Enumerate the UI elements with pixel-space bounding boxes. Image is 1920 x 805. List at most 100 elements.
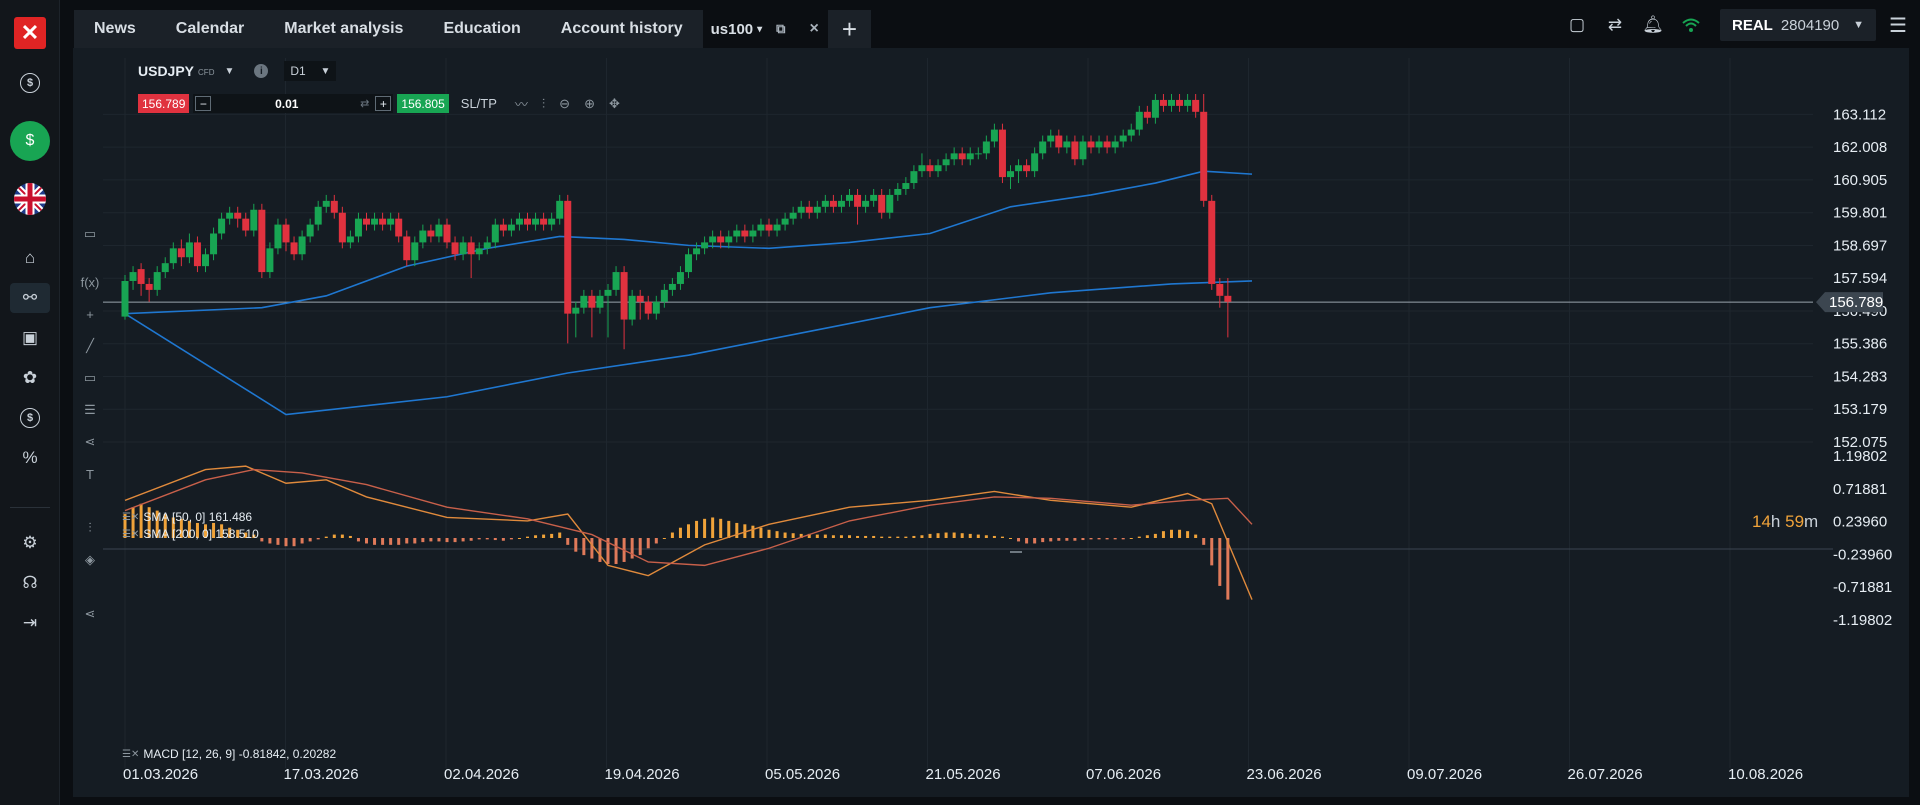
macd-bar (574, 538, 578, 552)
chevron-down-icon[interactable]: ▾ (757, 23, 763, 35)
tab-news[interactable]: News (94, 20, 136, 37)
home-icon[interactable]: ⌂ (24, 248, 36, 267)
uk-flag-icon[interactable] (14, 183, 46, 215)
sma200-label: SMA [200, 0] 158.510 (143, 527, 259, 541)
line-chart-icon[interactable]: 〰 (514, 97, 528, 112)
repeat-icon[interactable]: ⇄ (360, 98, 370, 110)
transfer-icon[interactable]: ⇄ (1607, 15, 1623, 34)
candle (604, 289, 612, 296)
macd-bar (1033, 538, 1037, 544)
macd-bar (1105, 538, 1109, 540)
candlestick-icon[interactable]: ⫶ (541, 95, 546, 111)
close-icon[interactable]: × (809, 20, 819, 37)
x-tick: 09.07.2026 (1407, 766, 1482, 783)
signal-line (124, 468, 1253, 567)
macd-legend[interactable]: ☰✕ MACD [12, 26, 9] -0.81842, 0.20282 (122, 747, 336, 761)
macd-bar (284, 538, 288, 547)
symbol-name[interactable]: USDJPY (138, 63, 195, 79)
macd-bar (662, 538, 666, 539)
sma50-legend[interactable]: ☰✕ SMA [50, 0] 161.486 (122, 510, 252, 524)
macd-bar (719, 518, 723, 538)
move-icon[interactable]: ✥ (608, 95, 620, 111)
candle (612, 272, 620, 290)
add-tab-button[interactable]: + (826, 10, 871, 48)
deposit-active-button[interactable]: $ (10, 121, 50, 161)
macd-bar (815, 534, 819, 538)
external-link-icon[interactable]: ⧉ (776, 21, 786, 36)
sell-button[interactable]: 156.789 (138, 94, 190, 113)
indicator-settings-icon[interactable]: ☰✕ (122, 511, 140, 523)
tab-market-analysis[interactable]: Market analysis (284, 20, 404, 37)
logout-icon[interactable]: ⇥ (22, 613, 38, 632)
x-tick: 02.04.2026 (444, 766, 519, 783)
candle (1216, 283, 1224, 296)
macd-bar (1017, 538, 1021, 542)
indicator-settings-icon[interactable]: ☰✕ (122, 528, 140, 540)
candle (491, 224, 499, 243)
pitchfork-icon[interactable]: ⋖ (84, 434, 96, 449)
macd-bar (163, 514, 167, 538)
rectangle-tool-icon[interactable]: ▭ (83, 370, 97, 385)
price-tick: 157.594 (1833, 270, 1887, 287)
crosshair-icon[interactable]: + (86, 306, 94, 322)
zoom-in-icon[interactable]: ⊕ (584, 95, 595, 111)
candle (854, 194, 862, 207)
indicator-settings-icon[interactable]: ☰✕ (122, 748, 140, 760)
candle (193, 242, 201, 267)
x-tick: 01.03.2026 (123, 766, 198, 783)
decrease-lot-button[interactable]: − (195, 96, 212, 111)
screen-icon[interactable]: ▭ (83, 226, 97, 241)
lot-stepper: − 0.01 ⇄ + (193, 94, 394, 113)
buy-button[interactable]: 156.805 (397, 94, 449, 113)
tab-account-history[interactable]: Account history (560, 20, 683, 37)
share-icon[interactable]: ⋖ (84, 606, 96, 621)
increase-lot-button[interactable]: + (375, 96, 392, 111)
brand-logo[interactable]: ✕ (14, 17, 46, 49)
tab-instrument[interactable]: us100 ▾ ⧉ × (702, 10, 827, 48)
coins-icon[interactable]: $ (0, 403, 60, 433)
x-tick: 17.03.2026 (284, 766, 359, 783)
piggy-bank-icon[interactable]: ✿ (22, 368, 38, 387)
top-bar: News Calendar Market analysis Education … (60, 0, 1920, 48)
price-chart[interactable]: 163.112 162.008 160.905 159.801 158.697 157.5… (73, 48, 1909, 797)
macd-bar (1009, 538, 1012, 539)
percent-icon[interactable]: % (22, 448, 38, 467)
candle (322, 200, 330, 207)
account-selector[interactable]: REAL 2804190 ▼ (1720, 9, 1876, 41)
candles-icon[interactable]: ⫶ (88, 520, 92, 535)
macd-bar (960, 533, 964, 538)
support-icon[interactable]: ☊ (22, 573, 38, 592)
timeframe-select[interactable]: D1 ▼ (284, 61, 337, 81)
info-icon[interactable]: i (254, 64, 269, 78)
macd-bar (1178, 529, 1182, 538)
sltp-button[interactable]: SL/TP (460, 96, 497, 111)
chart-panel[interactable] (73, 48, 1909, 805)
bell-icon[interactable]: 🔔︎ (1642, 15, 1664, 34)
rail-divider (10, 507, 50, 508)
candle (829, 200, 837, 207)
fullscreen-icon[interactable]: ▢ (1568, 15, 1586, 34)
macd-bar (195, 522, 199, 538)
fibonacci-icon[interactable]: ☰ (84, 402, 96, 417)
text-tool-icon[interactable]: T (86, 466, 94, 482)
settings-icon[interactable]: ⚙ (22, 533, 38, 552)
candle (354, 218, 362, 237)
function-icon[interactable]: f(x) (80, 274, 100, 290)
line-tool-icon[interactable]: ╱ (86, 338, 94, 353)
deposit-icon[interactable]: $ (0, 68, 60, 98)
macd-bar (453, 538, 457, 543)
tab-calendar[interactable]: Calendar (175, 20, 245, 37)
candle (266, 248, 274, 273)
lot-input[interactable]: 0.01 (275, 96, 299, 111)
tab-education[interactable]: Education (443, 20, 521, 37)
candle (741, 230, 749, 237)
hamburger-menu-icon[interactable]: ☰ (1889, 14, 1907, 37)
news-icon[interactable]: ▣ (21, 328, 39, 347)
candle (821, 200, 829, 207)
layers-icon[interactable]: ◈ (85, 552, 95, 567)
chevron-down-icon[interactable]: ▼ (224, 65, 235, 77)
candle (298, 236, 306, 255)
zoom-out-icon[interactable]: ⊖ (559, 95, 571, 111)
sma200-legend[interactable]: ☰✕ SMA [200, 0] 158.510 (122, 527, 259, 541)
chart-icon[interactable]: ⚯ (10, 283, 50, 313)
